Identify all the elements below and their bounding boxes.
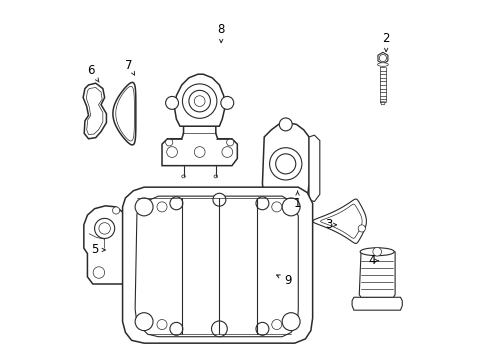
Circle shape xyxy=(222,147,232,157)
Circle shape xyxy=(267,193,276,202)
Circle shape xyxy=(271,319,281,329)
Polygon shape xyxy=(86,87,102,134)
Text: 8: 8 xyxy=(217,23,224,42)
Ellipse shape xyxy=(360,248,393,256)
Circle shape xyxy=(135,313,153,330)
Polygon shape xyxy=(116,86,134,141)
Circle shape xyxy=(255,322,268,335)
Circle shape xyxy=(166,147,177,157)
Polygon shape xyxy=(174,74,224,126)
Polygon shape xyxy=(359,252,394,297)
Circle shape xyxy=(194,147,204,157)
Circle shape xyxy=(269,148,301,180)
Circle shape xyxy=(182,84,217,118)
Polygon shape xyxy=(301,135,319,202)
Circle shape xyxy=(194,96,204,107)
Circle shape xyxy=(112,207,120,214)
Polygon shape xyxy=(380,102,385,105)
Text: 9: 9 xyxy=(276,274,291,287)
Polygon shape xyxy=(262,123,308,205)
Circle shape xyxy=(379,54,386,62)
Polygon shape xyxy=(312,199,366,243)
Text: 4: 4 xyxy=(367,254,378,267)
Circle shape xyxy=(93,267,104,278)
Polygon shape xyxy=(320,204,362,238)
Circle shape xyxy=(135,198,153,216)
Ellipse shape xyxy=(377,63,387,66)
Circle shape xyxy=(157,202,167,212)
Circle shape xyxy=(188,90,210,112)
Text: 1: 1 xyxy=(293,191,301,210)
Circle shape xyxy=(282,313,300,330)
Circle shape xyxy=(157,319,167,329)
Polygon shape xyxy=(377,52,387,64)
Polygon shape xyxy=(122,187,312,343)
Circle shape xyxy=(212,193,225,206)
Polygon shape xyxy=(83,83,106,139)
Polygon shape xyxy=(113,82,136,145)
Text: 7: 7 xyxy=(125,59,134,75)
Circle shape xyxy=(169,322,183,335)
Polygon shape xyxy=(162,126,237,166)
Polygon shape xyxy=(135,196,298,337)
Circle shape xyxy=(165,139,172,146)
Circle shape xyxy=(90,90,99,99)
Circle shape xyxy=(221,96,233,109)
Circle shape xyxy=(255,197,268,210)
Text: 3: 3 xyxy=(325,218,336,231)
Circle shape xyxy=(271,202,281,212)
Circle shape xyxy=(279,118,292,131)
Circle shape xyxy=(372,247,381,256)
Polygon shape xyxy=(351,297,402,310)
Ellipse shape xyxy=(214,175,217,178)
Circle shape xyxy=(169,197,183,210)
Circle shape xyxy=(226,139,233,146)
Circle shape xyxy=(357,225,365,232)
Ellipse shape xyxy=(122,108,132,125)
Circle shape xyxy=(99,223,110,234)
Polygon shape xyxy=(83,206,150,284)
Circle shape xyxy=(127,267,139,278)
Text: 5: 5 xyxy=(91,243,105,256)
Circle shape xyxy=(293,193,302,202)
Ellipse shape xyxy=(182,175,185,178)
Circle shape xyxy=(282,198,300,216)
Text: 2: 2 xyxy=(382,32,389,51)
Circle shape xyxy=(89,121,99,131)
Text: 6: 6 xyxy=(87,64,99,82)
Circle shape xyxy=(211,321,227,337)
Circle shape xyxy=(165,96,178,109)
Circle shape xyxy=(94,219,115,238)
Circle shape xyxy=(275,154,295,174)
